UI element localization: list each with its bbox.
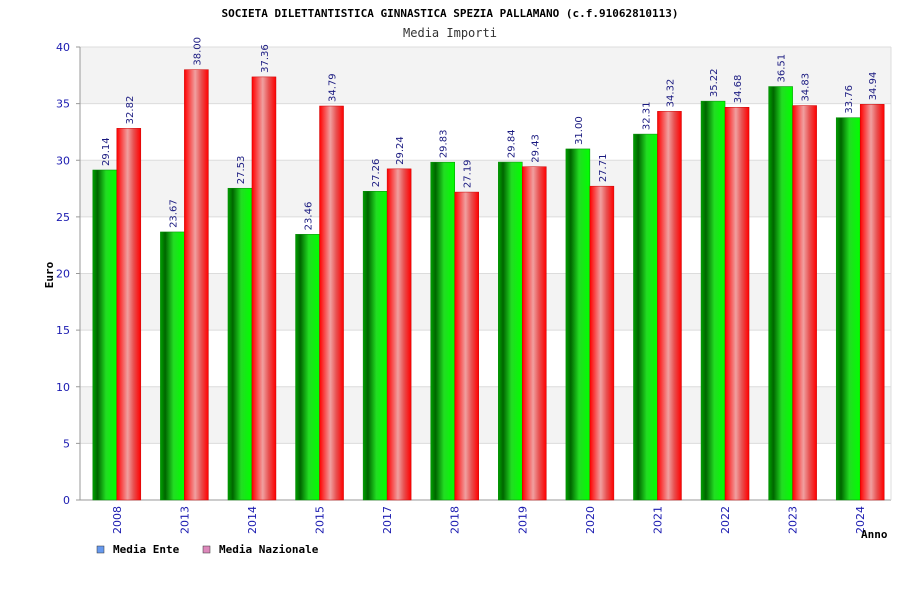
bar-media-ente-2008 [92,169,118,501]
x-tick-label: 2019 [516,506,529,534]
bar-media-nazionale-2008 [116,128,142,501]
x-tick-label: 2023 [787,506,800,534]
data-label: 35.22 [709,68,720,97]
data-label: 37.36 [260,44,271,73]
bar-media-ente-2014 [227,187,253,501]
bar-media-nazionale-2017 [386,168,412,501]
data-label: 23.46 [304,202,315,231]
bar-media-ente-2019 [498,161,523,501]
legend-label-media-ente: Media Ente [113,543,180,556]
bar-media-nazionale-2018 [454,191,479,501]
plot-band [80,103,891,161]
x-tick-label: 2015 [314,506,327,534]
x-tick-label: 2013 [178,506,191,534]
data-labels: 29.14 32.82 23.67 38.00 27.53 37.36 23.46 34.79… [101,37,879,230]
bar-media-nazionale-2013 [184,69,209,501]
legend: Media Ente Media Nazionale [96,543,319,556]
y-axis-label: Euro [43,261,56,288]
data-label: 34.32 [665,79,676,108]
y-tick-label: 40 [56,41,70,54]
plot-band [80,273,891,331]
y-tick-label: 30 [56,154,70,167]
data-label: 34.83 [801,73,812,102]
legend-swatch-media-nazionale [202,545,211,554]
bar-media-ente-2018 [430,161,455,501]
bar-media-ente-2013 [160,231,185,501]
bar-media-nazionale-2014 [251,76,277,501]
bar-media-nazionale-2024 [859,104,885,501]
x-tick-label: 2022 [719,506,732,534]
chart-subtitle: Media Importi [403,26,497,40]
x-tick-label: 2020 [584,506,597,534]
y-tick-label: 25 [56,211,70,224]
plot-band [80,47,891,104]
y-tick-label: 35 [56,98,70,111]
bar-media-ente-2023 [768,86,793,501]
data-label: 32.31 [641,101,652,130]
bar-media-nazionale-2023 [792,105,817,501]
data-label: 34.68 [733,75,744,104]
plot-band [80,386,891,444]
grid-lines [76,46,892,501]
bar-media-ente-2024 [835,117,861,501]
data-label: 32.82 [125,96,136,125]
data-label: 29.24 [395,136,406,165]
chart-title: SOCIETA DILETTANTISTICA GINNASTICA SPEZI… [222,7,679,20]
data-label: 27.71 [598,154,609,183]
bar-media-ente-2021 [633,133,658,501]
plot-band [80,443,891,500]
x-tick-label: 2014 [246,506,259,534]
data-label: 29.84 [506,129,517,158]
bar-media-nazionale-2022 [724,106,750,501]
data-label: 27.53 [236,156,247,185]
bars [92,69,885,501]
bar-media-ente-2017 [362,191,388,501]
bar-media-nazionale-2019 [522,166,547,501]
data-label: 29.43 [530,134,541,163]
x-tick-label: 2021 [651,506,664,534]
x-axis-ticks: 2008 2013 2014 2015 2017 2018 2019 2020 2021 2022… [111,506,867,534]
bar-media-nazionale-2020 [589,185,615,501]
x-tick-label: 2008 [111,506,124,534]
y-tick-label: 0 [63,494,70,507]
data-label: 23.67 [168,199,179,228]
data-label: 29.83 [439,130,450,159]
data-label: 27.26 [371,159,382,188]
bar-media-nazionale-2021 [657,111,682,501]
plot-background [80,47,891,500]
x-tick-label: 2024 [854,506,867,534]
data-label: 33.76 [844,85,855,114]
legend-swatch-media-ente [96,545,105,554]
plot-band [80,216,891,274]
y-tick-label: 20 [56,268,70,281]
bar-media-ente-2020 [565,148,591,501]
bar-media-ente-2015 [295,234,320,501]
bar-media-ente-2022 [700,100,726,501]
legend-label-media-nazionale: Media Nazionale [219,543,319,556]
data-label: 31.00 [574,116,585,145]
data-label: 29.14 [101,137,112,166]
data-label: 38.00 [192,37,203,66]
y-axis-ticks: 0 5 10 15 20 25 30 35 40 [56,41,70,507]
plot-band [80,330,891,387]
x-tick-label: 2018 [449,506,462,534]
plot-band [80,160,891,217]
data-label: 36.51 [777,54,788,83]
data-label: 27.19 [463,159,474,188]
y-tick-label: 5 [63,437,70,450]
x-tick-label: 2017 [381,506,394,534]
y-tick-label: 10 [56,381,70,394]
data-label: 34.79 [328,73,339,102]
bar-media-nazionale-2015 [319,105,344,501]
data-label: 34.94 [868,72,879,101]
y-tick-label: 15 [56,324,70,337]
x-axis-label: Anno [861,528,888,541]
